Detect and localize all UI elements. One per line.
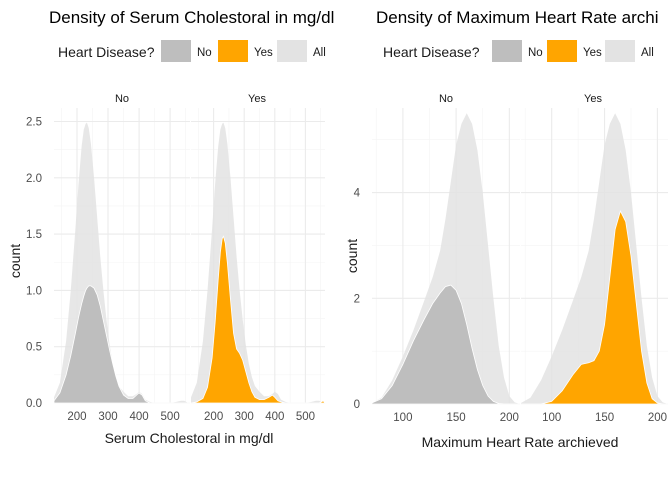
chart-2-panel-yes-strip: Yes [584, 93, 602, 105]
chart-2-panel-yes: 100 150 200 [521, 108, 668, 424]
chart-1-legend-key-yes [218, 40, 248, 62]
chart-1-panel-no-strip: No [115, 93, 129, 105]
chart-1-y-axis-label: count [7, 244, 23, 278]
chart-2-legend-key-yes [547, 40, 577, 62]
x-tick-label: 300 [98, 411, 117, 423]
chart-2-panel-no-strip: No [439, 93, 453, 105]
chart-2-legend-key-all [605, 40, 635, 62]
chart-2-title: Density of Maximum Heart Rate archi [376, 8, 658, 27]
chart-1-y-tick-label: 2.0 [26, 173, 42, 185]
chart-1-legend-label-yes: Yes [254, 47, 273, 59]
chart-1-y-tick-label: 2.5 [26, 117, 42, 129]
chart-1-title: Density of Serum Cholestoral in mg/dl [49, 8, 334, 27]
density-area-yes [190, 235, 326, 404]
chart-1-x-axis-label: Serum Cholestoral in mg/dl [105, 430, 274, 446]
chart-1-legend-title: Heart Disease? [58, 44, 155, 60]
chart-1-y-tick-label: 1.0 [26, 285, 42, 297]
chart-1-y-tick-label: 0.5 [26, 342, 42, 354]
chart-1-panel-yes: 200 300 400 500 [190, 108, 326, 423]
chart-1-y-tick-label: 1.5 [26, 229, 42, 241]
chart-2-y-axis-label: count [344, 239, 360, 273]
chart-2-y-tick-label: 4 [354, 188, 361, 200]
chart-1-panel-no: 200 300 400 500 [53, 108, 190, 423]
x-tick-label: 200 [648, 412, 667, 424]
chart-2-legend-title: Heart Disease? [383, 44, 480, 60]
x-tick-label: 150 [595, 412, 614, 424]
density-area-no [371, 284, 520, 405]
x-tick-label: 150 [447, 412, 466, 424]
chart-2-legend-label-no: No [528, 47, 543, 59]
chart-1-y-tick-label: 0.0 [26, 398, 42, 410]
density-area-no [53, 285, 190, 404]
chart-2-panel-no: 100 150 200 [371, 108, 520, 424]
density-area-all [372, 113, 520, 404]
chart-2-legend-label-all: All [641, 47, 654, 59]
x-tick-label: 400 [129, 411, 148, 423]
chart-marks: No Yes All 200 300 400 500 200 300 400 500 0.0 0.5 1.… [26, 40, 668, 424]
chart-1-legend-label-no: No [197, 47, 212, 59]
chart-2-legend-key-no [492, 40, 522, 62]
x-tick-label: 500 [161, 411, 180, 423]
chart-2-y-tick-label: 0 [354, 399, 360, 411]
chart-2-plot: No Yes All 100 150 200 100 150 200 0 2 4 [354, 40, 668, 424]
x-tick-label: 100 [542, 412, 561, 424]
chart-2-x-axis-label: Maximum Heart Rate archieved [422, 434, 619, 450]
chart-2-legend-label-yes: Yes [583, 47, 602, 59]
density-area-yes [521, 209, 668, 405]
chart-1-panel-yes-strip: Yes [248, 93, 266, 105]
chart-1-legend-key-no [161, 40, 191, 62]
x-tick-label: 400 [265, 411, 284, 423]
chart-1-plot: No Yes All 200 300 400 500 200 300 400 500 0.0 0.5 1.… [26, 40, 326, 423]
chart-1-legend-key-all [277, 40, 307, 62]
chart-2-y-tick-label: 2 [354, 293, 360, 305]
x-tick-label: 200 [67, 411, 86, 423]
x-tick-label: 300 [235, 411, 254, 423]
x-tick-label: 200 [204, 411, 223, 423]
x-tick-label: 200 [500, 412, 519, 424]
chart-1-legend-label-all: All [313, 47, 326, 59]
x-tick-label: 100 [393, 412, 412, 424]
x-tick-label: 500 [296, 411, 315, 423]
